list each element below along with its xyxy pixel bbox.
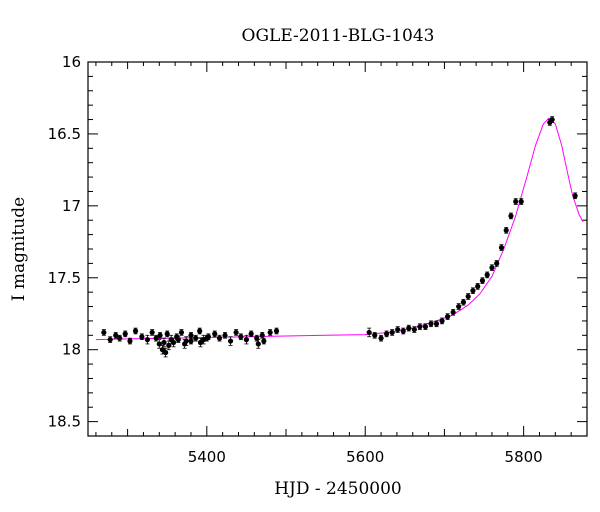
y-tick-label: 16 xyxy=(62,53,81,71)
data-point xyxy=(163,347,169,358)
data-point xyxy=(450,309,456,316)
x-axis-ticks: 5400 5600 5800 xyxy=(95,62,588,466)
data-point xyxy=(503,227,509,234)
data-point xyxy=(411,326,417,333)
data-point xyxy=(161,337,167,348)
data-point xyxy=(465,293,471,300)
data-point xyxy=(139,333,145,341)
data-point xyxy=(238,333,244,341)
data-point xyxy=(212,330,218,338)
data-point xyxy=(233,329,239,336)
data-point xyxy=(188,337,194,345)
data-point xyxy=(372,332,378,339)
data-point xyxy=(572,192,578,200)
data-point xyxy=(433,320,440,328)
data-points xyxy=(101,116,578,358)
data-point xyxy=(428,320,434,328)
data-point xyxy=(395,326,401,333)
data-point xyxy=(101,329,107,336)
data-point xyxy=(132,327,139,335)
data-point xyxy=(164,330,170,338)
model-curve xyxy=(95,117,584,341)
data-point xyxy=(204,334,210,342)
data-point xyxy=(193,334,199,342)
data-point xyxy=(166,340,172,351)
data-point xyxy=(498,244,505,251)
data-point xyxy=(406,324,412,332)
x-axis-label: HJD - 2450000 xyxy=(274,479,402,499)
data-point xyxy=(170,337,177,348)
data-point xyxy=(384,330,390,338)
x-tick-label: 5800 xyxy=(505,448,543,466)
y-tick-label: 18.5 xyxy=(48,413,81,431)
data-point xyxy=(157,332,163,339)
data-point xyxy=(417,323,423,330)
data-point xyxy=(484,271,490,279)
data-point xyxy=(122,330,128,338)
data-point xyxy=(475,283,481,290)
chart-title: OGLE-2011-BLG-1043 xyxy=(242,26,435,46)
data-point xyxy=(456,303,462,310)
data-point xyxy=(366,327,372,338)
data-point xyxy=(216,334,223,342)
data-point xyxy=(127,337,133,345)
data-point xyxy=(444,313,451,320)
y-tick-label: 18 xyxy=(62,341,81,359)
data-point xyxy=(267,329,273,336)
data-point xyxy=(439,317,445,325)
x-tick-label: 5400 xyxy=(188,448,226,466)
data-point xyxy=(113,332,119,339)
data-point xyxy=(243,334,250,345)
data-point xyxy=(227,336,234,346)
data-point xyxy=(149,329,155,336)
data-point xyxy=(222,332,228,339)
data-point xyxy=(261,337,267,345)
data-point xyxy=(513,198,519,205)
data-point xyxy=(255,339,261,349)
data-point xyxy=(248,330,254,338)
data-point xyxy=(197,327,203,335)
data-point xyxy=(182,339,188,349)
y-axis-label: I magnitude xyxy=(9,197,29,301)
y-tick-label: 16.5 xyxy=(48,125,81,143)
data-point xyxy=(107,336,113,343)
data-point xyxy=(389,329,395,336)
data-point xyxy=(175,336,181,343)
data-point xyxy=(470,287,476,294)
data-point xyxy=(273,327,280,335)
data-point xyxy=(479,277,486,284)
data-point xyxy=(422,323,429,330)
y-axis-ticks: 16 16.5 17 17.5 18 18.5 xyxy=(48,53,587,437)
data-point xyxy=(508,212,514,220)
data-point xyxy=(518,198,524,205)
data-point xyxy=(460,298,467,306)
data-point xyxy=(400,327,406,335)
data-point xyxy=(117,334,123,342)
x-tick-label: 5600 xyxy=(346,448,384,466)
data-point xyxy=(259,332,265,339)
y-tick-label: 17 xyxy=(62,197,81,215)
data-point xyxy=(494,260,500,267)
data-point xyxy=(144,334,151,345)
data-point xyxy=(178,329,185,336)
data-point xyxy=(549,116,555,123)
plot-frame xyxy=(87,61,588,437)
data-point xyxy=(489,264,495,271)
data-point xyxy=(197,337,204,348)
data-point xyxy=(378,334,384,342)
y-tick-label: 17.5 xyxy=(48,269,81,287)
